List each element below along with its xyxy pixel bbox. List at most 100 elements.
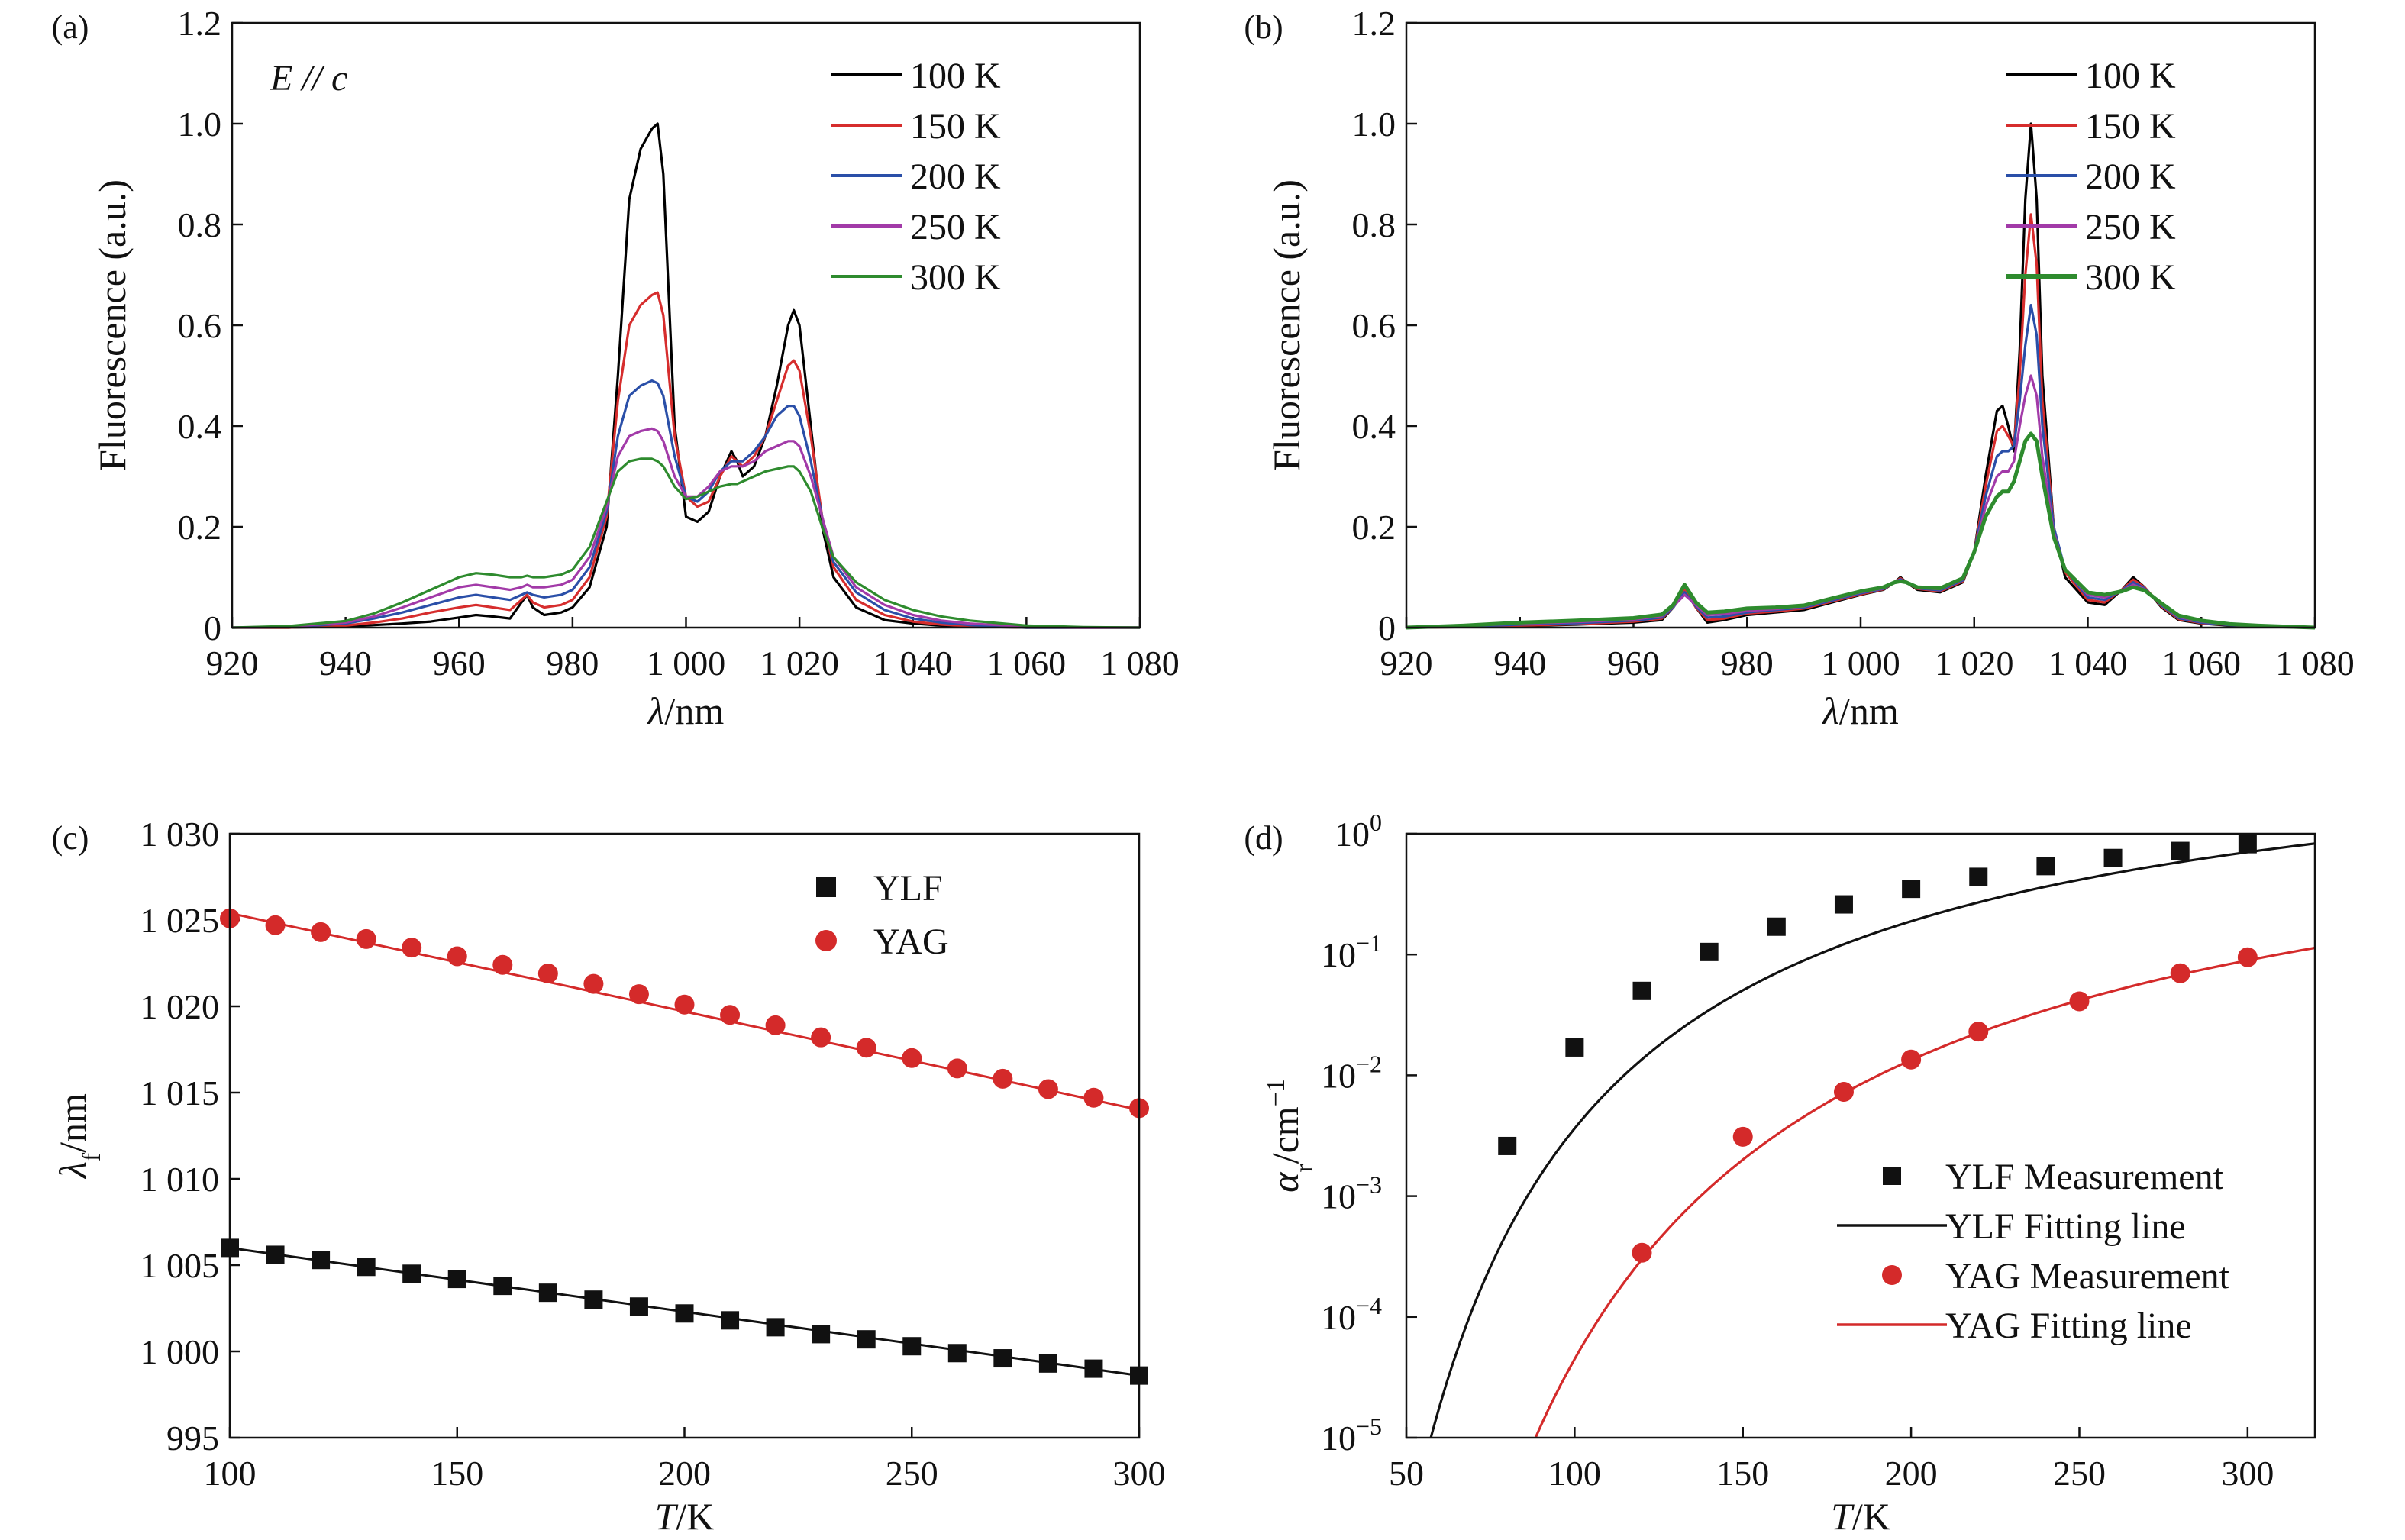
y-tick-label: 1 000: [140, 1332, 220, 1371]
data-point: [812, 1325, 831, 1344]
data-point: [947, 1058, 967, 1079]
data-point: [402, 1264, 421, 1283]
data-point: [1968, 1022, 1989, 1042]
data-point: [538, 1283, 557, 1303]
plot-frame: [1405, 832, 2316, 1439]
chart-panel-c: 100 150 200 250 300 995 1 000 1 005 1 010 1 015 1 …: [51, 815, 1166, 1538]
data-point: [1969, 867, 1988, 886]
data-point: [357, 1258, 376, 1277]
x-tick-label: 300: [2221, 1454, 2274, 1493]
data-point: [1700, 942, 1719, 961]
data-point: [765, 1015, 786, 1035]
y-tick-label: 10−1: [1321, 929, 1382, 974]
data-point: [447, 946, 467, 967]
legend-label: 150 K: [2085, 106, 2176, 147]
y-tick-label: 1 020: [140, 987, 220, 1026]
y-tick-label: 1 025: [140, 901, 220, 940]
y-tick-label: 10−4: [1321, 1292, 1382, 1337]
x-tick-label: 1 060: [2162, 644, 2242, 683]
data-point: [493, 1277, 512, 1296]
x-tick-label: 940: [1493, 644, 1546, 683]
x-axis-title: T/K: [1831, 1495, 1890, 1538]
data-point: [1732, 1126, 1753, 1147]
data-point: [2103, 848, 2123, 867]
series-line: [231, 379, 1140, 629]
plot-frame: [1405, 21, 2316, 629]
x-tick-label: 1 080: [2275, 644, 2355, 683]
legend-marker: [1883, 1167, 1901, 1185]
x-tick-label: 1 060: [987, 644, 1067, 683]
data-point: [402, 938, 422, 958]
data-point: [1038, 1354, 1057, 1373]
x-tick-label: 980: [1721, 644, 1774, 683]
legend-label: YAG Measurement: [1945, 1256, 2230, 1296]
data-point: [2171, 841, 2190, 860]
x-tick-label: 1 040: [873, 644, 953, 683]
x-tick-label: 940: [319, 644, 372, 683]
fit-curve: [1534, 946, 2315, 1438]
legend-marker: [1882, 1265, 1902, 1285]
y-axis-title: Fluorescence (a.u.): [1265, 179, 1308, 471]
data-point: [674, 994, 695, 1015]
data-point: [1632, 981, 1651, 1000]
data-point: [628, 984, 649, 1005]
y-axis-title: αr/cm−1: [1262, 1079, 1319, 1193]
y-tick-label: 1 015: [140, 1073, 220, 1112]
legend-label: YLF Fitting line: [1945, 1206, 2186, 1247]
legend-label: YAG Fitting line: [1945, 1306, 2192, 1346]
data-point: [1083, 1087, 1104, 1108]
x-tick-label: 200: [1885, 1454, 1938, 1493]
panel-label: (c): [52, 819, 89, 857]
data-point: [1901, 1049, 1922, 1070]
data-point: [947, 1344, 967, 1363]
y-tick-label: 10−5: [1321, 1412, 1382, 1458]
legend-label: YLF: [873, 868, 943, 909]
chart-panel-d: 50 100 150 200 250 300 10−5 10−4 10−3 10−2 10−1 100…: [1244, 809, 2316, 1538]
x-tick-label: 100: [1548, 1454, 1601, 1493]
data-point: [993, 1068, 1013, 1089]
y-tick-label: 10−3: [1321, 1171, 1382, 1216]
y-axis-title: λf/nm: [51, 1093, 106, 1180]
y-tick-label: 0.8: [1352, 205, 1396, 244]
y-tick-label: 1.0: [1352, 105, 1396, 144]
legend-label: 250 K: [910, 207, 1001, 247]
legend-marker: [816, 877, 836, 897]
data-point: [2036, 857, 2055, 876]
y-tick-label: 100: [1335, 809, 1382, 854]
series-line: [1406, 304, 2316, 629]
x-tick-label: 250: [2053, 1454, 2106, 1493]
x-axis-title: λ/nm: [647, 689, 725, 732]
panel-label: (d): [1244, 819, 1283, 857]
y-tick-label: 0.8: [178, 205, 222, 244]
data-point: [1084, 1359, 1103, 1378]
data-point: [584, 1290, 603, 1309]
data-point: [857, 1330, 876, 1349]
data-point: [2237, 947, 2258, 967]
data-point: [1498, 1136, 1517, 1155]
legend-label: 100 K: [2085, 56, 2176, 96]
x-tick-label: 980: [546, 644, 599, 683]
x-tick-label: 960: [433, 644, 486, 683]
x-tick-label: 250: [886, 1454, 938, 1493]
y-tick-label: 1 010: [140, 1160, 220, 1199]
series-line: [1406, 431, 2316, 630]
data-point: [1632, 1242, 1652, 1263]
x-tick-label: 1 000: [1821, 644, 1900, 683]
legend-label: 200 K: [910, 157, 1001, 197]
y-tick-label: 0.6: [1352, 306, 1396, 345]
data-point: [993, 1349, 1012, 1368]
series-line: [232, 291, 1140, 629]
plot-frame: [231, 21, 1141, 629]
data-point: [675, 1304, 694, 1323]
data-point: [2170, 963, 2190, 983]
legend-label: 100 K: [910, 56, 1001, 96]
data-point: [629, 1297, 648, 1316]
x-tick-label: 100: [204, 1454, 257, 1493]
data-point: [447, 1270, 466, 1289]
x-tick-label: 150: [1716, 1454, 1769, 1493]
y-tick-label: 10−2: [1321, 1050, 1382, 1095]
x-tick-label: 1 040: [2048, 644, 2128, 683]
y-tick-label: 1 030: [140, 815, 220, 854]
legend-label: 300 K: [2085, 257, 2176, 298]
